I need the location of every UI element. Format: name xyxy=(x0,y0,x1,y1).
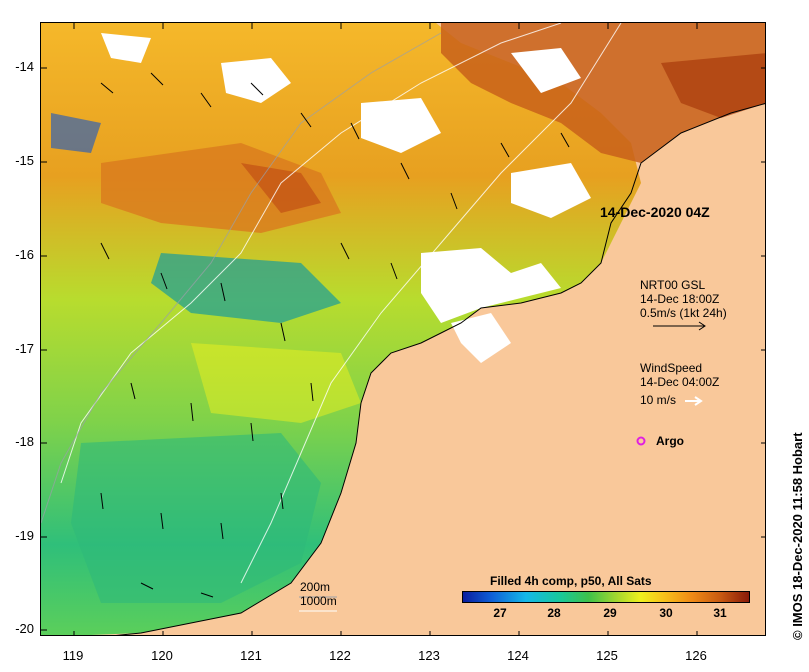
legend-current-time: 14-Dec 18:00Z xyxy=(640,292,720,306)
x-tick-label: 119 xyxy=(62,648,84,663)
y-tick-label: -20 xyxy=(15,621,34,636)
bathymetry-1000m-label: 1000m xyxy=(300,594,337,608)
x-tick-label: 122 xyxy=(329,648,351,663)
y-tick-label: -19 xyxy=(15,528,34,543)
argo-marker xyxy=(636,436,646,446)
sst-map-graphic xyxy=(41,23,765,635)
y-tick-label: -15 xyxy=(15,153,34,168)
imos-credit: © IMOS 18-Dec-2020 11:58 Hobart xyxy=(790,432,805,640)
colorbar-title: Filled 4h comp, p50, All Sats xyxy=(490,574,652,588)
legend-wind-time: 14-Dec 04:00Z xyxy=(640,375,720,389)
x-tick-label: 126 xyxy=(685,648,707,663)
legend-current-scale: 0.5m/s (1kt 24h) xyxy=(640,306,727,320)
legend-wind-title: WindSpeed xyxy=(640,361,703,375)
colorbar-label: 29 xyxy=(603,606,617,620)
colorbar-label: 27 xyxy=(493,606,507,620)
y-tick-label: -16 xyxy=(15,247,34,262)
colorbar-label: 30 xyxy=(659,606,673,620)
x-tick-label: 120 xyxy=(151,648,173,663)
legend-current-title: NRT00 GSL xyxy=(640,278,706,292)
argo-label: Argo xyxy=(656,434,684,448)
legend-wind-arrow xyxy=(685,396,703,406)
bathymetry-200m-label: 200m xyxy=(300,580,331,594)
map-timestamp: 14-Dec-2020 04Z xyxy=(600,204,710,220)
current-arrows xyxy=(100,72,570,598)
sst-map[interactable] xyxy=(40,22,766,636)
legend-current-arrow xyxy=(653,321,706,331)
x-tick-label: 125 xyxy=(596,648,618,663)
colorbar-label: 31 xyxy=(713,606,727,620)
coastline xyxy=(115,103,765,635)
x-tick-label: 123 xyxy=(418,648,440,663)
y-tick-label: -14 xyxy=(15,59,34,74)
y-tick-label: -17 xyxy=(15,341,34,356)
legend-wind-scale: 10 m/s xyxy=(640,393,677,407)
colorbar-label: 28 xyxy=(547,606,561,620)
axis-ticks xyxy=(41,23,765,635)
y-tick-label: -18 xyxy=(15,434,34,449)
x-tick-label: 121 xyxy=(240,648,262,663)
colorbar xyxy=(462,591,750,603)
x-tick-label: 124 xyxy=(507,648,529,663)
